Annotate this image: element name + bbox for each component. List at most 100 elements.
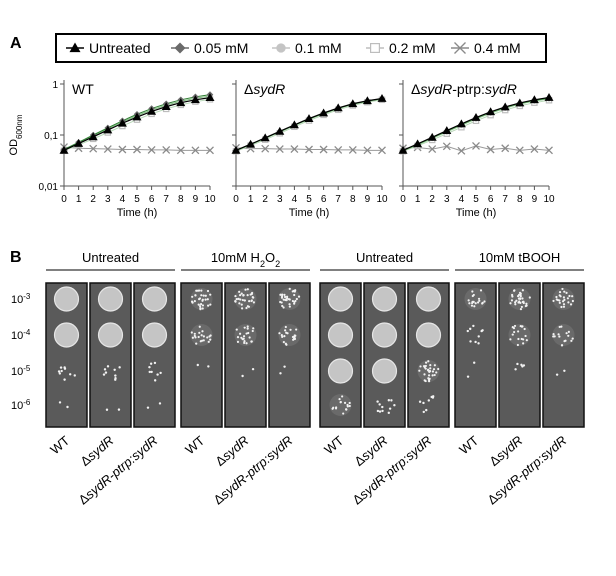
data-point <box>486 107 496 116</box>
legend-marker <box>174 42 186 54</box>
colony-spot <box>555 369 566 376</box>
data-point <box>333 103 343 112</box>
series <box>232 96 386 155</box>
x-tick-label: 7 <box>163 194 169 205</box>
x-tick-label: 5 <box>134 194 140 205</box>
data-point <box>191 146 200 155</box>
data-point <box>176 98 186 107</box>
colony-spot <box>97 322 124 348</box>
chart-legend: Untreated 0.05 mM 0.1 mM 0.2 mM 0.4 mM <box>55 33 547 63</box>
x-tick-label: 5 <box>306 194 312 205</box>
data-point <box>89 144 98 153</box>
x-tick-label: 4 <box>459 194 465 205</box>
legend-marker <box>69 42 81 53</box>
x-tick-label: 6 <box>488 194 494 205</box>
x-tick-label: 10 <box>543 194 555 205</box>
series <box>61 93 213 153</box>
data-point <box>529 95 539 104</box>
x-tick-label: 10 <box>204 194 216 205</box>
data-point <box>260 133 270 142</box>
agar-plate <box>133 282 176 428</box>
x-tick-label: 8 <box>350 194 356 205</box>
colony-spot <box>278 324 301 346</box>
series-line <box>63 98 211 152</box>
agar-plate <box>224 282 267 428</box>
x-tick-label: 0 <box>233 194 239 205</box>
legend-label: 0.05 mM <box>194 40 248 56</box>
data-point <box>500 102 510 111</box>
data-point <box>319 108 329 117</box>
colony-spot <box>371 322 398 348</box>
data-point <box>362 96 372 105</box>
data-point <box>428 145 437 154</box>
x-tick-label: 3 <box>444 194 450 205</box>
data-point <box>442 142 451 151</box>
colony-spot <box>417 360 440 383</box>
colony-spot <box>190 324 213 346</box>
y-axis-label: OD600nm <box>8 114 24 155</box>
panel-b-label: B <box>10 249 22 266</box>
data-point <box>471 113 481 121</box>
strain-label: ΔsydR <box>212 433 251 469</box>
x-tick-label: 7 <box>502 194 508 205</box>
colony-spot <box>234 324 257 346</box>
data-point <box>305 145 313 154</box>
legend-marker <box>370 42 381 53</box>
data-point <box>348 99 358 108</box>
colony-spot <box>418 395 435 414</box>
colony-spot <box>234 288 257 310</box>
data-point <box>147 145 156 154</box>
x-tick-label: 2 <box>262 194 268 205</box>
data-point <box>206 146 214 155</box>
colony-spot <box>196 363 210 368</box>
agar-plate <box>498 282 541 428</box>
x-tick-label: 3 <box>277 194 283 205</box>
colony-spot <box>105 408 121 411</box>
colony-spot <box>371 358 398 384</box>
data-point <box>289 120 299 129</box>
dilution-label: 10-6 <box>11 398 31 413</box>
data-point <box>348 145 357 154</box>
legend-entry: 0.4 mM <box>451 40 521 56</box>
x-tick-label: 5 <box>473 194 479 205</box>
strain-label: WT <box>321 433 346 458</box>
data-point <box>103 145 112 154</box>
series <box>231 93 387 154</box>
data-point <box>319 145 328 154</box>
colony-spot <box>466 324 484 345</box>
dilution-label: 10-5 <box>11 364 31 379</box>
colony-spot <box>97 286 124 312</box>
agar-plate <box>542 282 585 428</box>
data-point <box>363 146 372 155</box>
dilution-label: 10-4 <box>11 328 31 343</box>
x-tick-label: 7 <box>335 194 341 205</box>
data-point <box>190 95 200 104</box>
legend-entry: 0.05 mM <box>171 40 248 56</box>
agar-plate <box>319 282 362 428</box>
data-point <box>231 145 241 154</box>
data-point <box>275 126 285 135</box>
series-line <box>235 99 383 152</box>
series-line <box>63 97 211 151</box>
x-tick-label: 1 <box>248 194 254 205</box>
legend-label: 0.4 mM <box>474 40 521 56</box>
agar-plate <box>454 282 497 428</box>
data-point <box>413 139 423 148</box>
spot-assay: 10-3 10-4 10-5 10-6 UntreatedWTΔsydRΔsydR-pt… <box>11 250 585 508</box>
data-point <box>74 139 84 147</box>
dilution-label: 10-3 <box>11 292 31 307</box>
x-tick-label: 6 <box>149 194 155 205</box>
data-point <box>103 125 113 134</box>
legend-marker <box>276 43 286 53</box>
data-point <box>132 112 142 121</box>
x-tick-label: 9 <box>532 194 538 205</box>
colony-spot <box>102 365 121 381</box>
strain-label: ΔsydR-ptrp:sydR <box>484 433 569 508</box>
x-tick-label: 9 <box>365 194 371 205</box>
data-point <box>290 145 299 154</box>
series-line <box>402 99 550 152</box>
treatment-title: 10mM H2O2 <box>211 250 280 269</box>
agar-plate <box>45 282 88 428</box>
